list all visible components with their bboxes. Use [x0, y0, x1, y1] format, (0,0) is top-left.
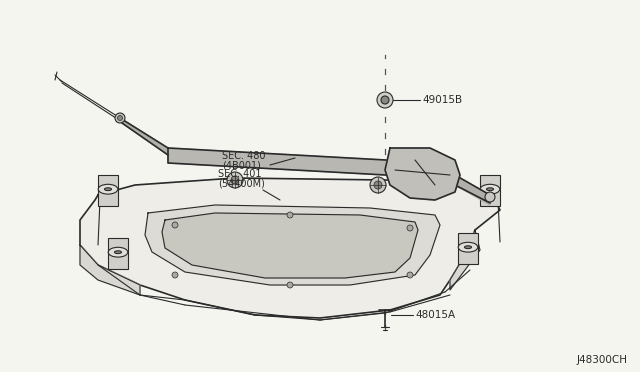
- Text: (4B001): (4B001): [222, 161, 261, 171]
- Ellipse shape: [98, 184, 118, 194]
- Polygon shape: [80, 178, 500, 318]
- Polygon shape: [168, 148, 440, 178]
- Polygon shape: [80, 245, 140, 295]
- Circle shape: [407, 272, 413, 278]
- Circle shape: [115, 113, 125, 123]
- Bar: [108, 238, 128, 269]
- Ellipse shape: [108, 247, 128, 257]
- Ellipse shape: [486, 188, 493, 190]
- Circle shape: [231, 176, 239, 184]
- Circle shape: [370, 177, 386, 193]
- Circle shape: [485, 192, 495, 202]
- Circle shape: [287, 282, 293, 288]
- Ellipse shape: [104, 188, 111, 190]
- Circle shape: [227, 172, 243, 188]
- Text: 48015A: 48015A: [415, 310, 455, 320]
- Bar: [458, 233, 478, 264]
- Polygon shape: [385, 148, 460, 200]
- Text: 49015B: 49015B: [422, 95, 462, 105]
- Ellipse shape: [465, 246, 472, 248]
- Circle shape: [172, 272, 178, 278]
- Polygon shape: [162, 213, 418, 278]
- Circle shape: [377, 92, 393, 108]
- Polygon shape: [450, 230, 480, 290]
- Polygon shape: [120, 118, 168, 155]
- Ellipse shape: [480, 184, 500, 194]
- Text: J48300CH: J48300CH: [577, 355, 628, 365]
- Text: SEC. 401: SEC. 401: [218, 169, 262, 179]
- Circle shape: [374, 181, 382, 189]
- Ellipse shape: [115, 251, 122, 254]
- Ellipse shape: [458, 242, 478, 252]
- Bar: [98, 175, 118, 206]
- Circle shape: [118, 115, 122, 121]
- Text: (54400M): (54400M): [218, 179, 265, 189]
- Text: SEC. 480: SEC. 480: [222, 151, 266, 161]
- Circle shape: [407, 225, 413, 231]
- Circle shape: [381, 96, 389, 104]
- Bar: [480, 175, 500, 206]
- Polygon shape: [145, 205, 440, 285]
- Polygon shape: [455, 175, 490, 205]
- Circle shape: [287, 212, 293, 218]
- Circle shape: [172, 222, 178, 228]
